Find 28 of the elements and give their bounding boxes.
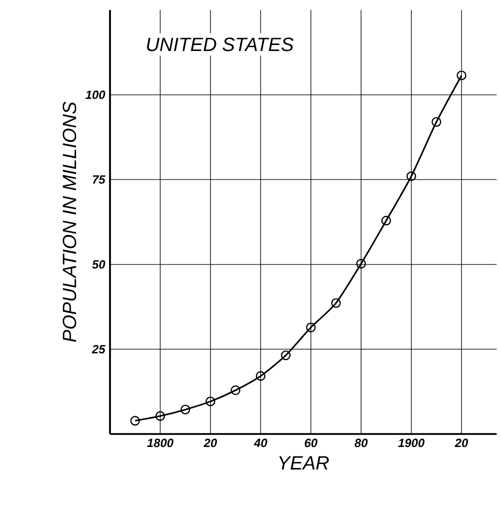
point	[456, 70, 466, 80]
y-tick-label: 100	[86, 90, 106, 100]
point	[356, 258, 366, 269]
point	[381, 216, 392, 226]
x-tick-label: 20	[204, 438, 217, 448]
x-tick-label: 60	[304, 438, 318, 448]
x-tick-label: 80	[354, 438, 368, 448]
text: UNITED STATES	[147, 38, 294, 52]
point	[280, 350, 291, 360]
point	[306, 322, 316, 332]
y-axis-title: POPULATION IN MILLIONS	[62, 102, 76, 342]
point	[230, 385, 240, 396]
point	[331, 298, 341, 308]
point	[155, 411, 166, 421]
point	[206, 396, 216, 406]
point	[432, 117, 442, 127]
x-tick-label: 1900	[398, 438, 424, 448]
y-tick-label: 25	[92, 344, 106, 354]
x-tick-label: 20	[454, 438, 468, 448]
point	[180, 404, 190, 414]
x-tick-label: 1800	[147, 438, 174, 448]
y-tick-label: 75	[92, 175, 106, 184]
x-axis-title: YEAR	[279, 456, 329, 470]
x-tick-label: 40	[254, 438, 268, 448]
y-tick-label: 50	[92, 260, 106, 269]
point	[406, 171, 416, 182]
point	[256, 371, 266, 381]
point	[130, 416, 140, 426]
